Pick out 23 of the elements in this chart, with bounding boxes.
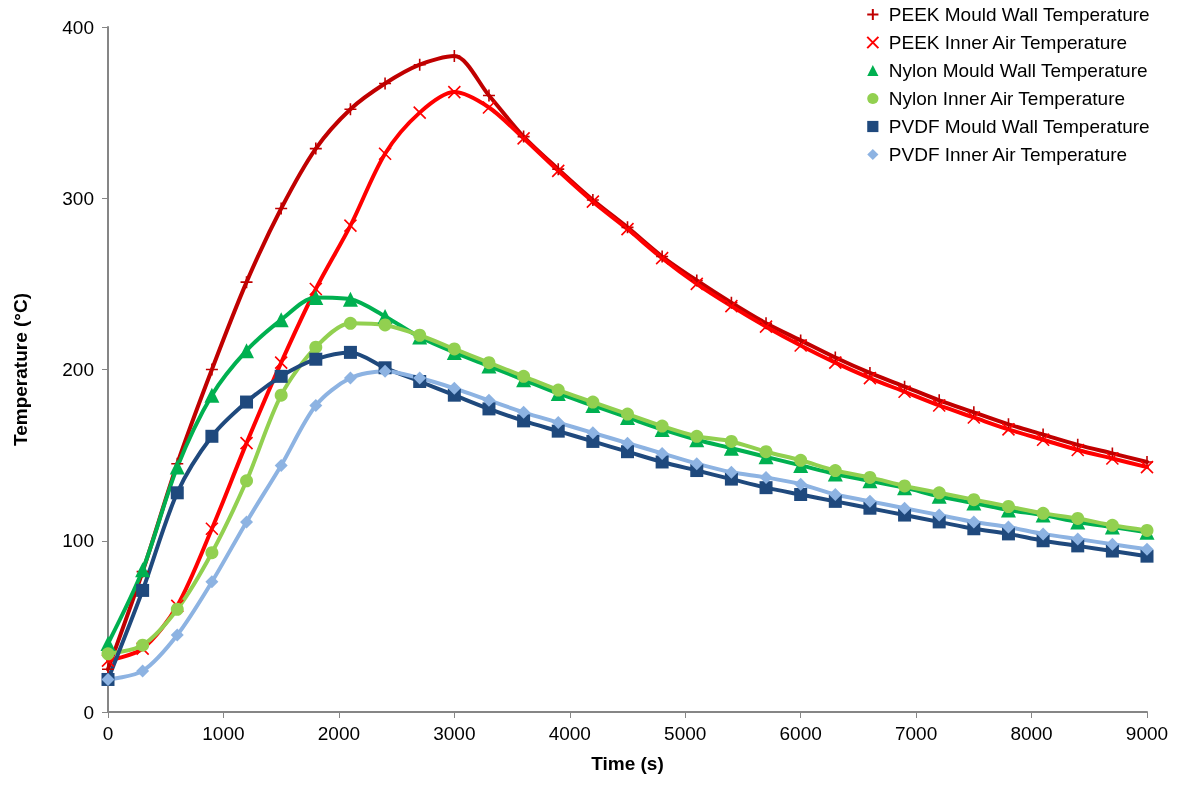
- legend-label: PEEK Mould Wall Temperature: [888, 4, 1150, 25]
- x-tick-label: 1000: [202, 723, 245, 744]
- legend-label: Nylon Inner Air Temperature: [888, 88, 1126, 109]
- x-tick-label: 7000: [894, 723, 938, 744]
- x-tick-label: 4000: [548, 723, 591, 744]
- y-axis-title: Temperature (°C): [10, 293, 31, 446]
- y-tick-label: 200: [62, 359, 94, 380]
- legend-label: PEEK Inner Air Temperature: [888, 32, 1128, 53]
- x-tick-label: 8000: [1010, 723, 1053, 744]
- legend-label: Nylon Mould Wall Temperature: [888, 60, 1148, 81]
- y-tick-label: 400: [62, 16, 94, 38]
- y-tick-label: 100: [62, 530, 94, 552]
- legend-label: PVDF Mould Wall Temperature: [888, 116, 1150, 137]
- x-tick-label: 5000: [664, 723, 707, 744]
- x-tick-label: 0: [102, 723, 114, 744]
- x-tick-label: 3000: [433, 723, 476, 744]
- x-tick-label: 9000: [1125, 723, 1169, 744]
- y-tick-label: 0: [83, 701, 94, 723]
- x-axis-title: Time (s): [591, 753, 664, 774]
- x-tick-label: 2000: [317, 723, 361, 744]
- legend-label: PVDF Inner Air Temperature: [888, 144, 1128, 165]
- x-tick-label: 6000: [779, 723, 822, 744]
- y-tick-label: 300: [62, 187, 94, 209]
